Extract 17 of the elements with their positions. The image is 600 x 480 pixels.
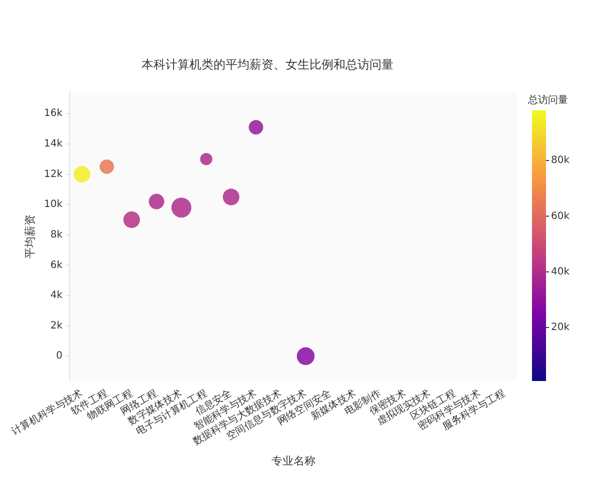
x-axis-title: 专业名称	[271, 454, 316, 468]
y-tick-label: 10k	[44, 199, 63, 210]
color-bar-label: 60k	[551, 210, 570, 222]
y-axis-title: 平均薪资	[23, 214, 36, 258]
y-tick-label: 0	[56, 350, 63, 362]
chart-title: 本科计算机类的平均薪资、女生比例和总访问量	[142, 57, 394, 72]
y-tick-label: 14k	[44, 138, 63, 150]
y-tick-label: 4k	[50, 290, 63, 302]
y-tick-label: 8k	[50, 229, 63, 240]
color-bar-label: 20k	[551, 322, 570, 334]
color-bar-title: 总访问量	[527, 94, 568, 106]
color-bar-label: 80k	[551, 155, 570, 166]
color-bar-label: 40k	[551, 266, 570, 278]
y-tick-label: 12k	[44, 168, 63, 180]
y-tick-label: 2k	[50, 320, 63, 332]
y-tick-label: 6k	[50, 260, 63, 271]
y-tick-label: 16k	[44, 108, 63, 120]
